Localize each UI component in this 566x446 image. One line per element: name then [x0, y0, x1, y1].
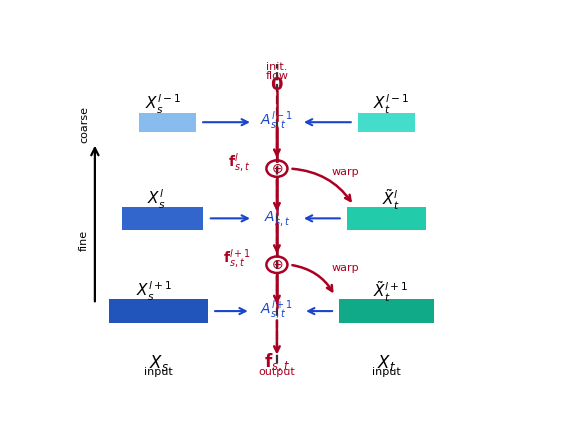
Text: $X_s$: $X_s$ [148, 353, 169, 372]
Text: $\mathbf{f}_{s,t}$: $\mathbf{f}_{s,t}$ [264, 352, 290, 373]
Text: $\mathbf{f}_{s,t}^{l+1}$: $\mathbf{f}_{s,t}^{l+1}$ [222, 247, 251, 270]
Text: $\oplus$: $\oplus$ [271, 161, 283, 176]
Text: flow: flow [265, 71, 289, 81]
Text: $A_{s,t}^{l-1}$: $A_{s,t}^{l-1}$ [260, 110, 293, 132]
Text: $X_s^{l+1}$: $X_s^{l+1}$ [136, 280, 172, 303]
Text: $\mathbf{0}$: $\mathbf{0}$ [270, 76, 284, 94]
Text: output: output [259, 367, 295, 377]
FancyBboxPatch shape [340, 299, 434, 323]
Text: $\oplus$: $\oplus$ [271, 258, 283, 272]
Text: $\mathbf{f}_{s,t}^{l}$: $\mathbf{f}_{s,t}^{l}$ [228, 151, 251, 173]
Text: warp: warp [331, 263, 359, 273]
Text: $A_{s,t}^{l+1}$: $A_{s,t}^{l+1}$ [260, 299, 293, 321]
Text: $A_{s,t}^{l}$: $A_{s,t}^{l}$ [264, 206, 290, 229]
Text: $X_t^{l-1}$: $X_t^{l-1}$ [373, 93, 409, 116]
Text: $X_t$: $X_t$ [377, 353, 396, 372]
Text: $X_s^{l-1}$: $X_s^{l-1}$ [145, 93, 181, 116]
Text: $X_s^{l}$: $X_s^{l}$ [147, 188, 165, 211]
Text: init.: init. [266, 62, 288, 72]
FancyBboxPatch shape [347, 207, 426, 230]
Text: input: input [144, 367, 173, 377]
FancyBboxPatch shape [358, 113, 415, 132]
FancyBboxPatch shape [139, 113, 196, 132]
Text: coarse: coarse [79, 106, 89, 143]
FancyBboxPatch shape [109, 299, 208, 323]
Text: $\tilde{X}_t^{l+1}$: $\tilde{X}_t^{l+1}$ [374, 280, 409, 304]
Text: $\tilde{X}_t^{l}$: $\tilde{X}_t^{l}$ [382, 187, 400, 212]
FancyBboxPatch shape [122, 207, 203, 230]
Text: warp: warp [331, 167, 359, 177]
Text: fine: fine [79, 230, 89, 251]
Text: input: input [372, 367, 401, 377]
